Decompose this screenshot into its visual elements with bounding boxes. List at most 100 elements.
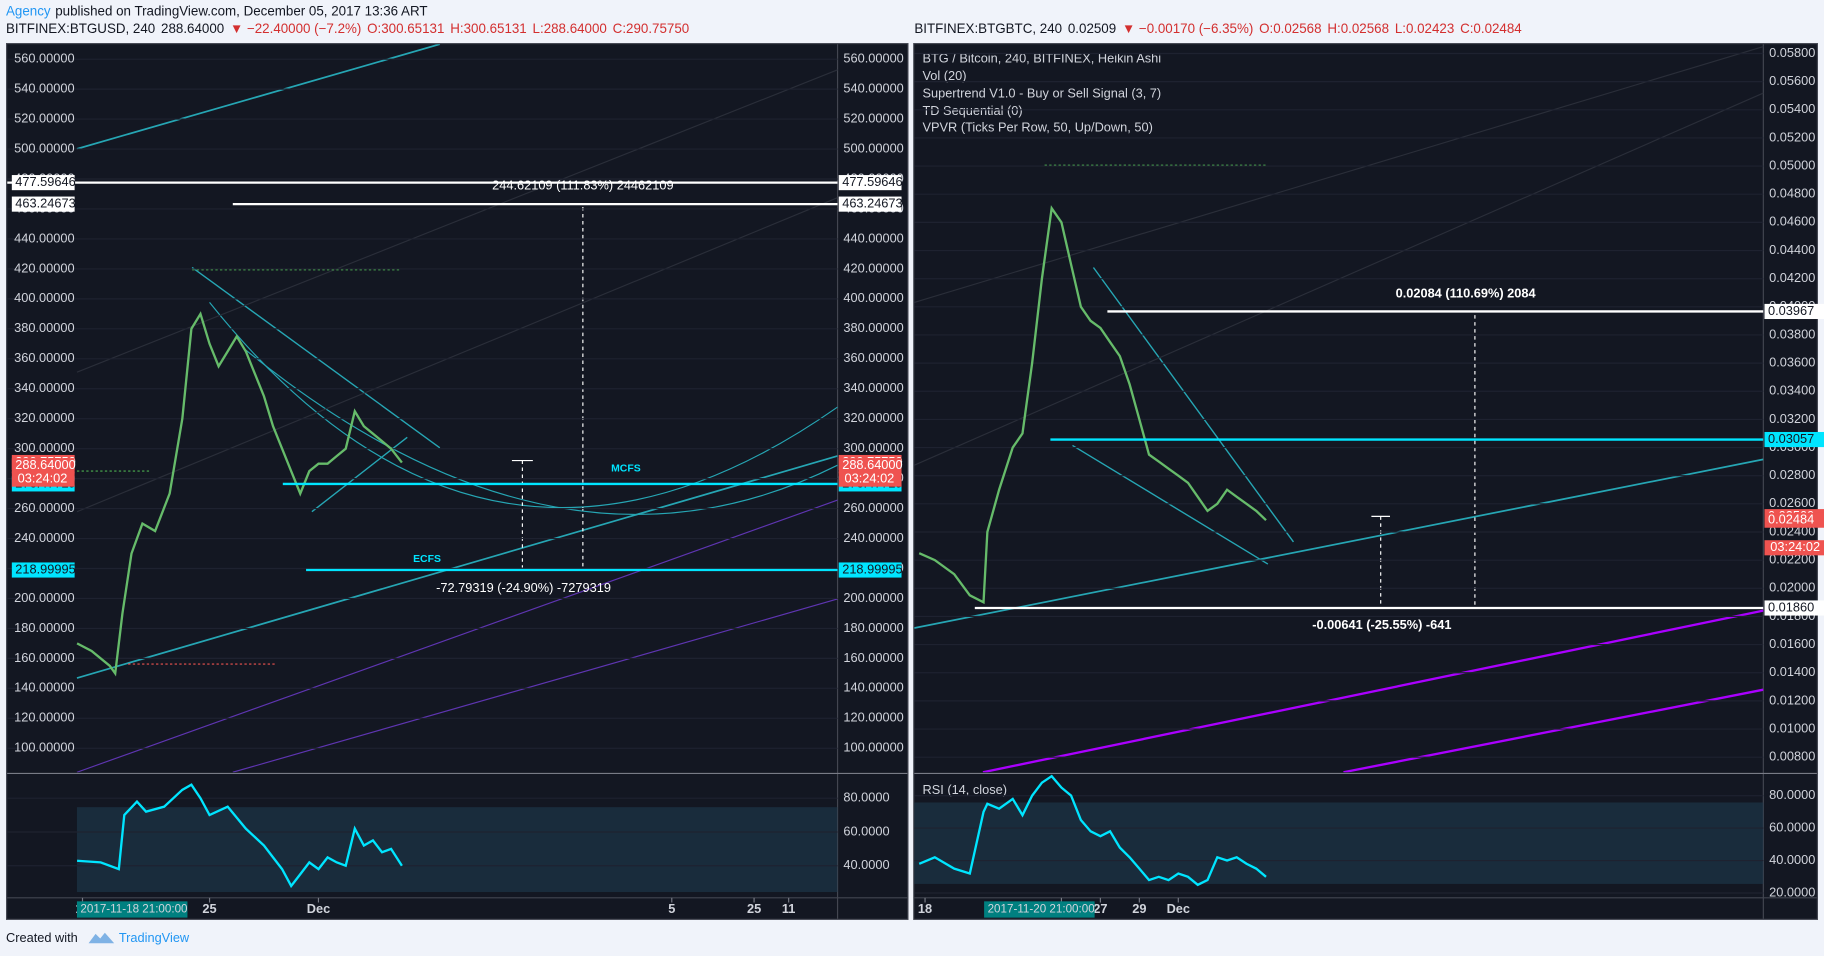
plot-area <box>7 783 838 889</box>
y-tick-label: 560.00000 <box>843 51 903 66</box>
level-label: MCFS <box>611 463 641 474</box>
y-tick-label: 320.00000 <box>843 410 903 425</box>
y-tick-label: 0.01400 <box>1769 664 1815 679</box>
y-tick-label: 0.00800 <box>1769 749 1815 764</box>
wedge-line <box>191 266 441 449</box>
price-line <box>918 774 1267 887</box>
indicator-legend[interactable]: Supertrend V1.0 - Buy or Sell Signal (3,… <box>922 86 1161 101</box>
plot-area <box>914 774 1764 894</box>
rsi-band <box>76 807 838 893</box>
measure-label: -72.79319 (-24.90%) -7279319 <box>436 580 611 595</box>
x-tick-label: 29 <box>1132 901 1146 916</box>
y-tick-label: 0.03600 <box>1769 354 1815 369</box>
y-tick-label: 60.0000 <box>843 823 889 838</box>
price-tag-label: 288.64000 <box>842 457 902 472</box>
left-drawings <box>76 44 838 773</box>
header-segment: 0.02509 <box>1068 21 1116 36</box>
y-tick-label: 500.00000 <box>14 140 74 155</box>
price-tag <box>1764 600 1824 616</box>
y-tick-label: 320.00000 <box>14 410 74 425</box>
y-tick-label: 80.0000 <box>843 790 889 805</box>
y-tick-label: 420.00000 <box>843 260 903 275</box>
cursor-label: 2017-11-20 21:00:00 <box>988 903 1096 916</box>
arc <box>244 348 838 515</box>
x-tick-label: 11 <box>782 901 796 916</box>
faint-line <box>76 197 838 513</box>
y-tick-label: 100.00000 <box>14 740 74 755</box>
price-tag-label: 477.59646 <box>15 174 75 189</box>
y-tick-label: 0.04600 <box>1769 214 1815 229</box>
x-tick-label: 5 <box>668 901 675 916</box>
plot-area <box>914 52 1764 758</box>
trend-line <box>914 458 1764 629</box>
brand-link[interactable]: TradingView <box>119 930 190 945</box>
indicator-legend[interactable]: TD Sequential (0) <box>922 103 1022 118</box>
price-tag-label: 463.24673 <box>15 195 75 210</box>
y-tick-label: 0.01600 <box>1769 636 1815 651</box>
y-tick-label: 0.05400 <box>1769 101 1815 116</box>
y-tick-label: 0.05000 <box>1769 157 1815 172</box>
x-tick-label: 25 <box>747 901 761 916</box>
y-tick-label: 240.00000 <box>14 530 74 545</box>
price-tag <box>838 562 902 578</box>
y-tick-label: 540.00000 <box>843 81 903 96</box>
y-tick-label: 560.00000 <box>14 51 74 66</box>
price-tag <box>1764 431 1824 448</box>
price-tag-label: 0.03967 <box>1768 303 1814 318</box>
price-line <box>76 311 403 677</box>
wedge-line <box>1092 267 1295 543</box>
y-tick-label: 520.00000 <box>843 110 903 125</box>
y-tick-label: 100.00000 <box>843 740 903 755</box>
rsi-band <box>914 802 1764 884</box>
channel-line <box>232 598 838 773</box>
y-tick-label: 0.05200 <box>1769 129 1815 144</box>
chart-title: BTG / Bitcoin, 240, BITFINEX, Heikin Ash… <box>922 51 1161 66</box>
price-tag-label: 477.59646 <box>842 174 902 189</box>
y-tick-label: 20.0000 <box>1769 884 1815 899</box>
y-tick-label: 500.00000 <box>843 140 903 155</box>
y-tick-label: 540.00000 <box>14 81 74 96</box>
header-segment: L:288.64000 <box>533 21 607 36</box>
y-tick-label: 400.00000 <box>843 290 903 305</box>
y-tick-label: 0.04800 <box>1769 186 1815 201</box>
header-segment: C:290.75750 <box>613 21 690 36</box>
x-tick-label: 18 <box>918 901 932 916</box>
countdown: 03:24:02 <box>845 471 895 486</box>
rsi-legend[interactable]: RSI (14, close) <box>922 782 1007 797</box>
y-tick-label: 160.00000 <box>14 650 74 665</box>
header-segment: BITFINEX:BTGBTC, 240 <box>914 21 1062 36</box>
header-segment: ▼ −22.40000 (−7.2%) <box>230 21 361 36</box>
countdown: 03:24:02 <box>1770 539 1820 554</box>
header-segment: L:0.02423 <box>1395 21 1454 36</box>
indicator-legend[interactable]: VPVR (Ticks Per Row, 50, Up/Down, 50) <box>922 119 1152 134</box>
y-tick-label: 0.05600 <box>1769 73 1815 88</box>
header-segment: O:300.65131 <box>367 21 444 36</box>
brand-logo[interactable] <box>88 932 115 944</box>
price-tag <box>11 562 75 578</box>
y-tick-label: 340.00000 <box>14 380 74 395</box>
y-tick-label: 0.02600 <box>1769 495 1815 510</box>
wedge-line <box>1072 444 1269 565</box>
y-tick-label: 440.00000 <box>14 230 74 245</box>
channel-line <box>1343 688 1764 773</box>
x-tick-label: Dec <box>307 901 330 916</box>
y-tick-label: 200.00000 <box>14 590 74 605</box>
price-tag-label: 463.24673 <box>842 195 902 210</box>
y-tick-label: 440.00000 <box>843 230 903 245</box>
header-segment: ▼ −0.00170 (−6.35%) <box>1122 21 1253 36</box>
indicator-legend[interactable]: Vol (20) <box>922 68 966 83</box>
header-segment: BITFINEX:BTGUSD, 240 <box>6 21 155 36</box>
price-tag <box>11 458 75 474</box>
y-tick-label: 0.01200 <box>1769 692 1815 707</box>
author[interactable]: Agency <box>6 3 51 18</box>
y-tick-label: 120.00000 <box>843 710 903 725</box>
y-tick-label: 60.0000 <box>1769 819 1815 834</box>
cursor-label-bg <box>984 901 1095 918</box>
y-tick-label: 0.02800 <box>1769 467 1815 482</box>
price-tag-label: 0.02484 <box>1768 512 1814 527</box>
channel-line <box>982 609 1764 773</box>
price-tag <box>1764 303 1824 320</box>
y-tick-label: 0.03200 <box>1769 411 1815 426</box>
x-tick-label: Dec <box>1167 901 1190 916</box>
